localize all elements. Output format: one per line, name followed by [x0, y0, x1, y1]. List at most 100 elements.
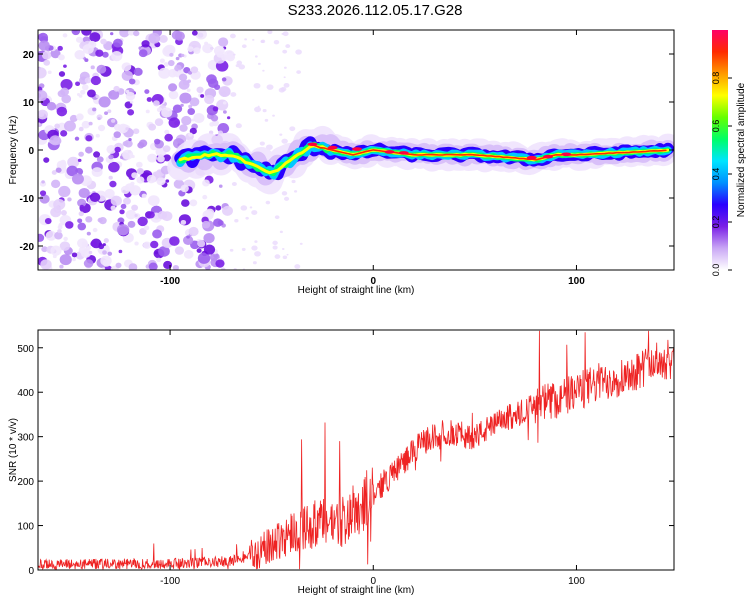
noise-blob — [289, 126, 296, 132]
noise-blob — [191, 118, 195, 122]
noise-blob — [57, 90, 66, 98]
bottom-y-tick-label: 200 — [17, 477, 34, 488]
noise-blob — [110, 195, 122, 206]
noise-blob — [162, 145, 171, 153]
noise-blob — [252, 38, 255, 41]
noise-blob — [281, 191, 288, 196]
noise-blob — [188, 104, 193, 109]
noise-blob — [190, 66, 199, 74]
noise-blob — [71, 30, 81, 36]
noise-blob — [41, 246, 48, 253]
noise-blob — [67, 156, 80, 168]
noise-blob — [114, 146, 121, 153]
noise-blob — [282, 31, 289, 37]
noise-blob — [145, 109, 150, 114]
top-x-axis-label: Height of straight line (km) — [298, 285, 415, 296]
noise-blob — [130, 181, 135, 186]
ridge-hotspot — [561, 152, 572, 157]
noise-blob — [75, 36, 83, 43]
noise-blob — [77, 198, 87, 208]
noise-blob — [121, 62, 132, 72]
noise-blob — [133, 30, 140, 37]
noise-blob — [215, 259, 225, 268]
noise-blob — [193, 47, 201, 54]
noise-blob — [217, 220, 224, 226]
noise-blob — [122, 149, 134, 160]
noise-blob — [177, 70, 182, 74]
noise-blob — [66, 165, 79, 177]
noise-blob — [171, 30, 183, 40]
noise-blob — [110, 32, 114, 36]
noise-blob — [187, 46, 194, 52]
noise-blob — [218, 37, 229, 47]
noise-blob — [41, 180, 45, 184]
noise-blob — [186, 88, 191, 92]
noise-blob — [180, 103, 184, 107]
noise-blob — [180, 219, 187, 225]
noise-blob — [200, 94, 205, 98]
noise-blob — [90, 75, 101, 86]
noise-blob — [82, 43, 94, 55]
noise-blob — [222, 205, 233, 216]
noise-blob — [60, 78, 73, 90]
noise-blob — [113, 38, 123, 48]
noise-blob — [156, 257, 162, 263]
top-y-tick-label: 10 — [23, 98, 35, 109]
noise-blob — [156, 155, 165, 163]
noise-blob — [202, 179, 210, 187]
noise-blob — [71, 252, 78, 258]
noise-blob — [46, 101, 57, 111]
noise-blob — [104, 188, 115, 199]
bottom-x-axis-label: Height of straight line (km) — [298, 585, 415, 596]
noise-blob — [168, 117, 181, 128]
noise-blob — [59, 254, 72, 266]
noise-blob — [96, 156, 104, 163]
noise-blob — [108, 161, 120, 173]
noise-blob — [72, 257, 76, 262]
noise-blob — [285, 44, 291, 49]
noise-blob — [252, 261, 257, 265]
noise-blob — [76, 113, 84, 121]
noise-blob — [181, 199, 190, 207]
ridge-hotspot — [526, 155, 537, 160]
noise-blob — [136, 161, 143, 168]
noise-blob — [201, 220, 211, 229]
noise-blob — [129, 100, 134, 104]
noise-blob — [281, 138, 288, 144]
noise-blob — [54, 231, 63, 240]
noise-blob — [174, 246, 185, 255]
noise-blob — [235, 123, 242, 129]
noise-blob — [254, 106, 262, 113]
noise-blob — [81, 84, 89, 91]
noise-blob — [286, 253, 289, 256]
snr-series-line — [38, 330, 674, 570]
noise-blob — [152, 229, 163, 239]
noise-blob — [65, 221, 74, 229]
top-y-axis-label: Frequency (Hz) — [8, 116, 19, 185]
colorbar — [712, 30, 728, 270]
noise-blob — [245, 216, 249, 220]
noise-blob — [273, 40, 280, 45]
noise-blob — [110, 118, 116, 123]
noise-blob — [138, 49, 148, 58]
noise-blob — [202, 194, 208, 200]
noise-blob — [63, 236, 68, 241]
noise-blob — [163, 260, 173, 270]
noise-blob — [106, 144, 117, 154]
noise-blob — [92, 107, 97, 112]
noise-blob — [88, 121, 93, 126]
noise-blob — [296, 70, 301, 74]
noise-blob — [74, 50, 85, 60]
noise-blob — [165, 179, 170, 183]
noise-blob — [97, 117, 101, 121]
noise-blob — [299, 242, 303, 245]
noise-blob — [282, 255, 288, 260]
noise-blob — [77, 218, 83, 224]
noise-blob — [167, 60, 175, 67]
ridge-hotspot — [327, 145, 338, 150]
noise-blob — [86, 231, 91, 236]
noise-blob — [56, 106, 68, 117]
noise-blob — [230, 92, 237, 97]
noise-blob — [38, 246, 41, 250]
